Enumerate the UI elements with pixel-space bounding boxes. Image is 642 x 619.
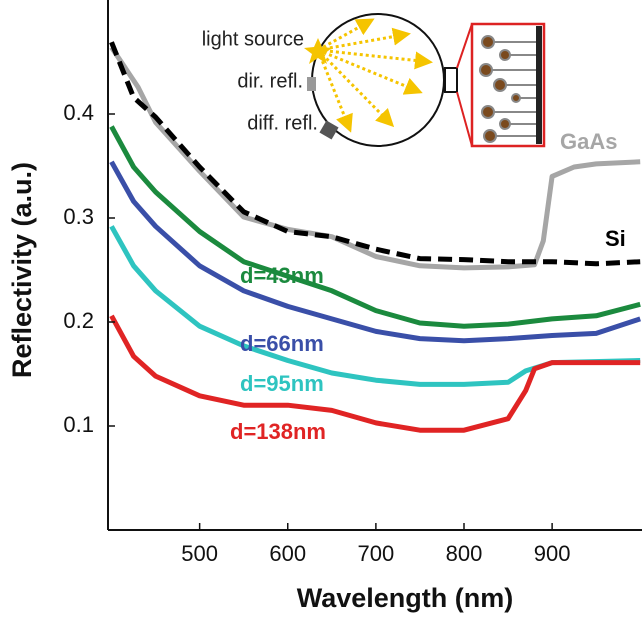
series-label: d=43nm: [240, 263, 324, 288]
inset: light source dir. refl. diff. refl.: [202, 14, 544, 146]
dir-port: [307, 77, 316, 91]
port: [445, 68, 457, 92]
x-tick-label: 500: [181, 541, 218, 566]
series-line: [112, 127, 641, 327]
y-tick-label: 0.3: [63, 204, 94, 229]
y-tick-label: 0.4: [63, 100, 94, 125]
x-tick-label: 600: [269, 541, 306, 566]
y-tick-label: 0.1: [63, 412, 94, 437]
y-tick-label: 0.2: [63, 308, 94, 333]
x-tick-label: 900: [534, 541, 571, 566]
inset-label: dir. refl.: [237, 70, 303, 92]
series-label: GaAs: [560, 129, 617, 154]
inset-label: light source: [202, 28, 304, 50]
chart: Wavelength (nm) Reflectivity (a.u.) ligh…: [0, 0, 642, 619]
x-tick-label: 800: [446, 541, 483, 566]
inset-label: diff. refl.: [247, 112, 318, 134]
series-label: d=138nm: [230, 419, 326, 444]
series-label: d=66nm: [240, 331, 324, 356]
series-label: d=95nm: [240, 371, 324, 396]
series-label: Si: [605, 226, 626, 251]
y-axis-label: Reflectivity (a.u.): [7, 162, 37, 378]
x-tick-label: 700: [358, 541, 395, 566]
x-axis-label: Wavelength (nm): [297, 583, 514, 613]
